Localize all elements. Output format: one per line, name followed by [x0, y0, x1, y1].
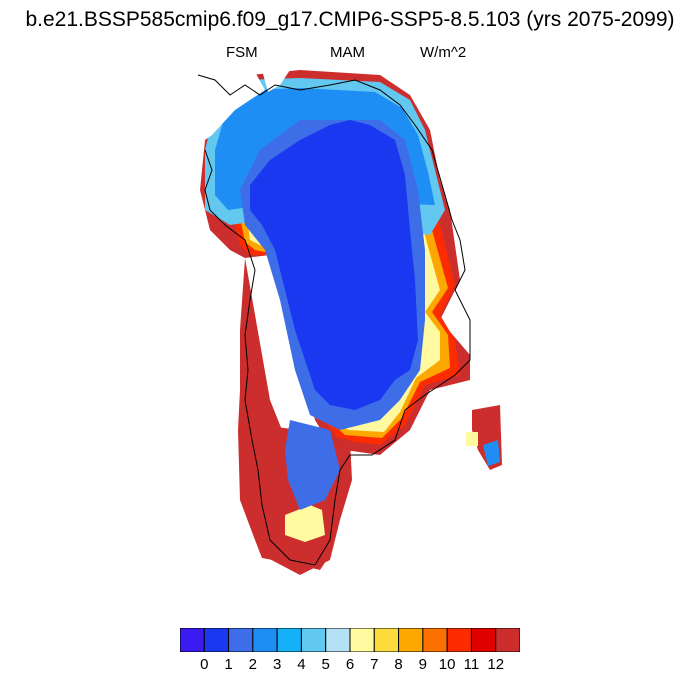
- south-tip-yellow: [285, 505, 325, 542]
- colorbar-tick-label: 12: [487, 656, 505, 673]
- interior-ice-sheet: [250, 120, 418, 410]
- colorbar-tick-label: 3: [272, 656, 282, 673]
- colorbar-swatch-4: [276, 628, 302, 652]
- colorbar-tick-label: 5: [321, 656, 330, 673]
- colorbar-tick-label: 0: [200, 656, 209, 673]
- colorbar-swatch-6: [325, 628, 351, 652]
- colorbar-swatch-13: [495, 628, 520, 652]
- colorbar-swatch-3: [252, 628, 278, 652]
- colorbar-swatch-5: [300, 628, 327, 652]
- season-label: MAM: [330, 44, 365, 61]
- nw-gap-2: [262, 70, 290, 92]
- colorbar-tick-label: 9: [418, 656, 428, 673]
- colorbar: [180, 628, 520, 652]
- nw-gap: [205, 70, 265, 140]
- colorbar-swatch-11: [446, 628, 472, 652]
- colorbar-swatch-0: [180, 628, 205, 652]
- colorbar-tick-label: 7: [370, 656, 379, 673]
- south-tip-blue: [285, 420, 340, 510]
- east-island-yellow: [466, 432, 478, 446]
- colorbar-tick-label: 6: [345, 656, 355, 673]
- colorbar-swatch-1: [203, 628, 230, 652]
- colorbar-swatch-8: [373, 628, 400, 652]
- colorbar-tick-label: 1: [224, 656, 233, 673]
- colorbar-tick-label: 8: [394, 656, 403, 673]
- east-island-blue: [483, 440, 500, 466]
- colorbar-swatch-9: [398, 628, 424, 652]
- coastline: [197, 74, 471, 566]
- colorbar-swatch-10: [422, 628, 448, 652]
- colorbar-tick-label: 10: [438, 656, 456, 673]
- colorbar-swatch-2: [228, 628, 254, 652]
- units-label: W/m^2: [420, 44, 467, 61]
- colorbar-tick-label: 11: [463, 656, 480, 673]
- colorbar-swatch-7: [349, 628, 375, 652]
- variable-label: FSM: [226, 44, 258, 61]
- map-title: b.e21.BSSP585cmip6.f09_g17.CMIP6-SSP5-8.…: [25, 8, 675, 31]
- colorbar-tick-label: 4: [297, 656, 306, 673]
- colorbar-tick-label: 2: [248, 656, 258, 673]
- colorbar-swatch-12: [470, 628, 497, 652]
